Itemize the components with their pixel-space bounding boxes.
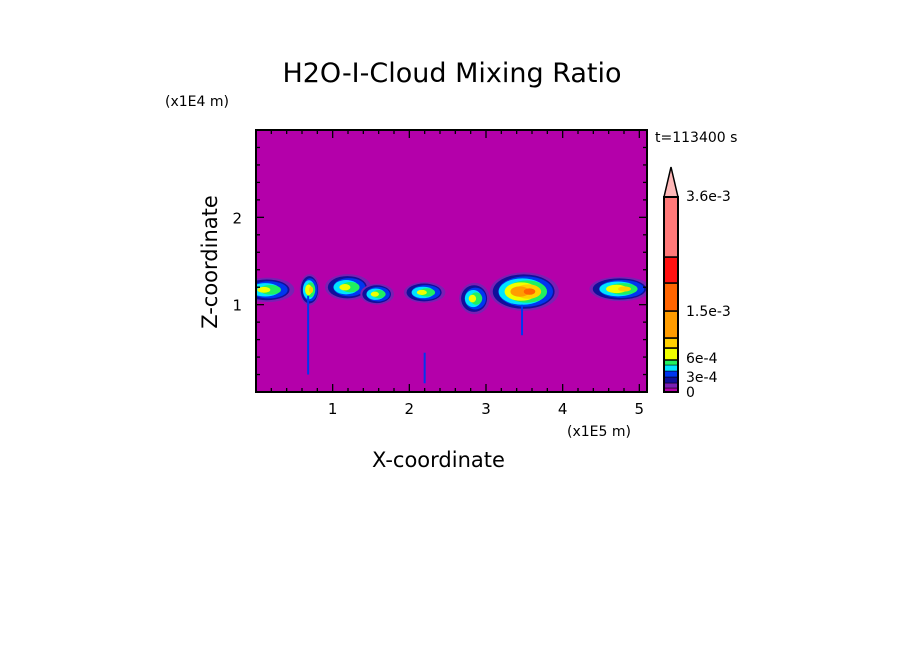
colorbar-segment-7 bbox=[663, 337, 679, 349]
cloud-6-level-8 bbox=[510, 286, 530, 297]
streak-0 bbox=[307, 295, 310, 375]
colorbar-segment-6 bbox=[663, 347, 679, 361]
x-tick-label: 2 bbox=[405, 400, 415, 418]
x-tick-label: 3 bbox=[481, 400, 491, 418]
cloud-5-level-6 bbox=[468, 294, 477, 303]
colorbar-segment-10 bbox=[663, 256, 679, 284]
colorbar-tick-label: 0 bbox=[686, 385, 695, 401]
colorbar-tick-label: 6e-4 bbox=[686, 351, 718, 367]
colorbar-tick-label: 1.5e-3 bbox=[686, 304, 731, 320]
colorbar-segment-4 bbox=[663, 364, 679, 372]
colorbar-segment-11 bbox=[663, 196, 679, 258]
cloud-0-level-6 bbox=[257, 286, 271, 293]
cloud-4-level-6 bbox=[416, 289, 427, 295]
y-tick-label: 2 bbox=[232, 209, 242, 227]
chart-title-text: H2O-I-Cloud Mixing Ratio bbox=[282, 58, 622, 89]
y-unit-label: (x1E4 m) bbox=[165, 94, 229, 110]
colorbar-segment-1 bbox=[663, 382, 679, 389]
cloud-2-level-6 bbox=[339, 284, 351, 291]
x-unit-label: (x1E5 m) bbox=[567, 424, 631, 440]
cloud-7-level-7 bbox=[618, 286, 631, 292]
chart-title: H2O-I-Cloud Mixing Ratio bbox=[0, 58, 904, 89]
colorbar-segment-9 bbox=[663, 282, 679, 312]
streak-1 bbox=[423, 352, 426, 384]
contour-layer bbox=[256, 272, 647, 384]
colorbar-segment-8 bbox=[663, 310, 679, 339]
colorbar-tick-label: 3.6e-3 bbox=[686, 189, 731, 205]
y-tick-label: 1 bbox=[232, 297, 242, 315]
x-tick-label: 1 bbox=[328, 400, 338, 418]
plot-frame bbox=[255, 129, 648, 393]
colorbar-segment-2 bbox=[663, 376, 679, 384]
colorbar-tick-label: 3e-4 bbox=[686, 370, 718, 386]
time-label: t=113400 s bbox=[655, 130, 738, 146]
colorbar-extend-arrow bbox=[663, 166, 679, 198]
x-tick-label: 5 bbox=[635, 400, 645, 418]
cloud-1-level-7 bbox=[308, 286, 314, 294]
x-axis-label: X-coordinate bbox=[372, 448, 505, 472]
plot-background bbox=[256, 130, 647, 392]
streak-2 bbox=[521, 304, 524, 336]
colorbar-frame bbox=[663, 196, 679, 393]
x-tick-label: 4 bbox=[558, 400, 568, 418]
colorbar-segment-3 bbox=[663, 370, 679, 378]
cloud-6-level-9 bbox=[523, 288, 536, 295]
cloud-3-level-6 bbox=[370, 291, 379, 297]
